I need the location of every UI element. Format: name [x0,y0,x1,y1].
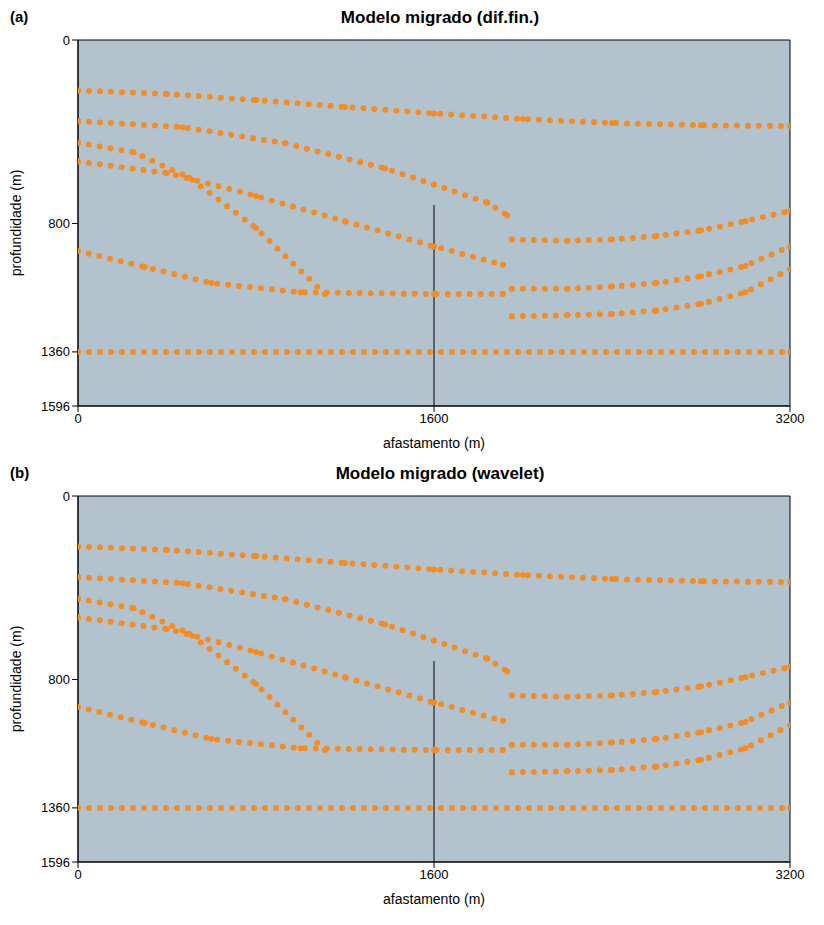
svg-text:3200: 3200 [776,867,805,882]
svg-text:1600: 1600 [420,867,449,882]
svg-text:0: 0 [63,33,70,48]
svg-text:0: 0 [74,411,81,426]
svg-text:800: 800 [48,672,70,687]
html-text:(b): (b) [10,464,30,481]
svg-text:profundidade (m): profundidade (m) [8,626,24,733]
svg-text:profundidade (m): profundidade (m) [8,170,24,277]
svg-text:1596: 1596 [41,855,70,870]
svg-text:1600: 1600 [420,411,449,426]
svg-text:1596: 1596 [41,399,70,414]
svg-text:afastamento (m): afastamento (m) [383,435,485,451]
svg-text:800: 800 [48,216,70,231]
html-text:Modelo migrado (wavelet): Modelo migrado (wavelet) [335,464,545,483]
html-text:(a): (a) [10,8,29,25]
svg-text:1360: 1360 [41,800,70,815]
html-text:Modelo migrado (dif.fin.): Modelo migrado (dif.fin.) [340,8,540,27]
svg-text:1360: 1360 [41,344,70,359]
svg-text:0: 0 [74,867,81,882]
svg-text:afastamento (m): afastamento (m) [383,891,485,907]
svg-text:0: 0 [63,489,70,504]
svg-text:3200: 3200 [776,411,805,426]
